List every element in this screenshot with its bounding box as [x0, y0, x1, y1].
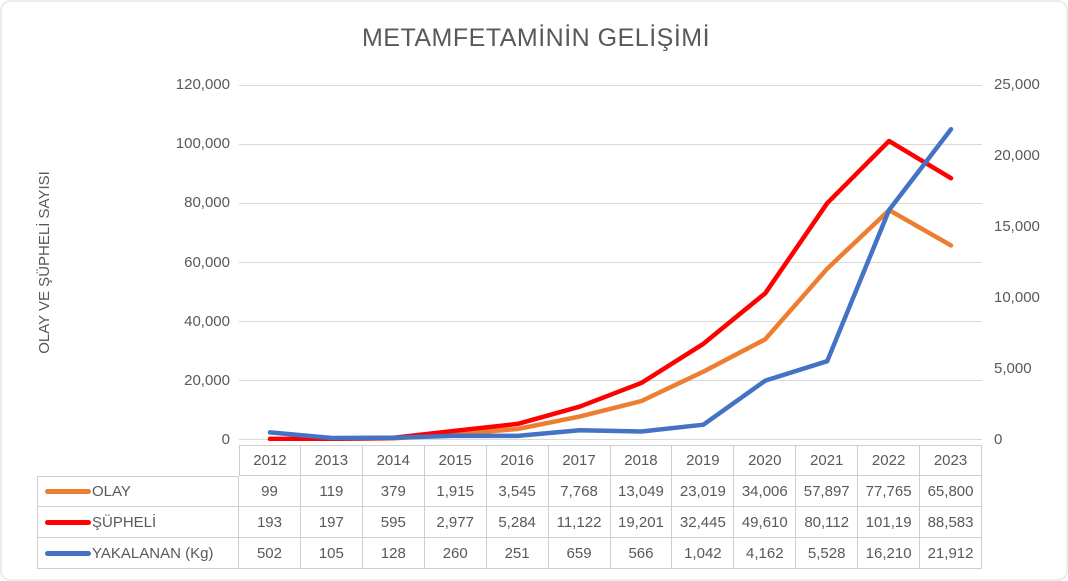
- axis-tick-label: 5,000: [994, 360, 1032, 377]
- year-header-cell: 2016: [486, 445, 549, 476]
- value-cell: 119: [300, 476, 363, 507]
- value-cell: 197: [300, 507, 363, 538]
- year-header-cell: 2020: [734, 445, 797, 476]
- value-cell: 5,284: [486, 507, 549, 538]
- axis-tick-label: 15,000: [994, 218, 1040, 235]
- legend-label: OLAY: [92, 483, 131, 500]
- year-header-cell: 2013: [300, 445, 363, 476]
- value-cell: 11,122: [548, 507, 611, 538]
- value-cell: 5,528: [796, 538, 859, 569]
- value-cell: 49,610: [734, 507, 797, 538]
- year-header-cell: 2012: [239, 445, 301, 476]
- value-cell: 13,049: [610, 476, 673, 507]
- value-cell: 659: [548, 538, 611, 569]
- value-cell: 1,915: [424, 476, 487, 507]
- value-cell: 128: [362, 538, 425, 569]
- value-cell: 65,800: [920, 476, 982, 507]
- value-cell: 101,19: [858, 507, 921, 538]
- year-header-cell: 2017: [548, 445, 611, 476]
- axis-tick-label: 10,000: [994, 289, 1040, 306]
- legend-line-marker: [45, 519, 91, 525]
- axis-tick-label: 100,000: [175, 135, 230, 153]
- year-header-cell: 2014: [362, 445, 425, 476]
- data-table: 2012 2013 2014 2015 2016 2017 2018 2019 2020 2021…: [37, 445, 982, 569]
- axis-tick-label: 80,000: [184, 194, 230, 212]
- legend-label: YAKALANAN (Kg): [92, 544, 214, 562]
- axis-tick-label: 40,000: [184, 312, 230, 330]
- value-cell: 566: [610, 538, 673, 569]
- value-cell: 1,042: [672, 538, 735, 569]
- value-cell: 193: [239, 507, 301, 538]
- value-cell: 34,006: [734, 476, 797, 507]
- value-cell: 4,162: [734, 538, 797, 569]
- value-cell: 379: [362, 476, 425, 507]
- value-cell: 32,445: [672, 507, 735, 538]
- year-header-cell: 2018: [610, 445, 673, 476]
- legend-cell: YAKALANAN (Kg): [37, 538, 239, 569]
- value-cell: 21,912: [920, 538, 982, 569]
- value-cell: 2,977: [424, 507, 487, 538]
- axis-tick-label: 120,000: [175, 76, 230, 93]
- legend-cell: OLAY: [37, 476, 239, 507]
- year-header-cell: 2022: [858, 445, 921, 476]
- value-cell: 88,583: [920, 507, 982, 538]
- value-cell: 23,019: [672, 476, 735, 507]
- legend-cell: ŞÜPHELİ: [37, 507, 239, 538]
- legend-line-marker: [45, 550, 91, 556]
- axis-tick-label: 0: [221, 431, 230, 448]
- series-line-1: [267, 138, 954, 441]
- value-cell: 595: [362, 507, 425, 538]
- legend-label: ŞÜPHELİ: [92, 513, 157, 531]
- value-cell: 80,112: [796, 507, 859, 538]
- year-header-cell: 2023: [920, 445, 982, 476]
- value-cell: 502: [239, 538, 301, 569]
- axis-tick-label: 20,000: [994, 147, 1040, 164]
- value-cell: 260: [424, 538, 487, 569]
- value-cell: 16,210: [858, 538, 921, 569]
- value-cell: 7,768: [548, 476, 611, 507]
- chart-title: METAMFETAMİNİN GELİŞİMİ: [361, 24, 711, 52]
- value-cell: 3,545: [486, 476, 549, 507]
- left-y-axis-title: OLAY VE ŞÜPHELİ SAYISI: [36, 171, 53, 354]
- legend-line-marker: [45, 489, 91, 494]
- year-header-cell: 2021: [796, 445, 859, 476]
- value-cell: 251: [486, 538, 549, 569]
- series-line-2: [267, 126, 954, 441]
- table-corner-spacer: [37, 445, 239, 476]
- year-header-cell: 2019: [672, 445, 735, 476]
- value-cell: 77,765: [858, 476, 921, 507]
- value-cell: 99: [239, 476, 301, 507]
- axis-tick-label: 60,000: [184, 253, 230, 271]
- axis-tick-label: 25,000: [994, 76, 1040, 93]
- series-line-0: [267, 207, 954, 441]
- value-cell: 19,201: [610, 507, 673, 538]
- year-header-cell: 2015: [424, 445, 487, 476]
- value-cell: 57,897: [796, 476, 859, 507]
- axis-tick-label: 20,000: [184, 371, 230, 389]
- axis-tick-label: 0: [994, 431, 1003, 448]
- value-cell: 105: [300, 538, 363, 569]
- plot-area: [239, 85, 982, 441]
